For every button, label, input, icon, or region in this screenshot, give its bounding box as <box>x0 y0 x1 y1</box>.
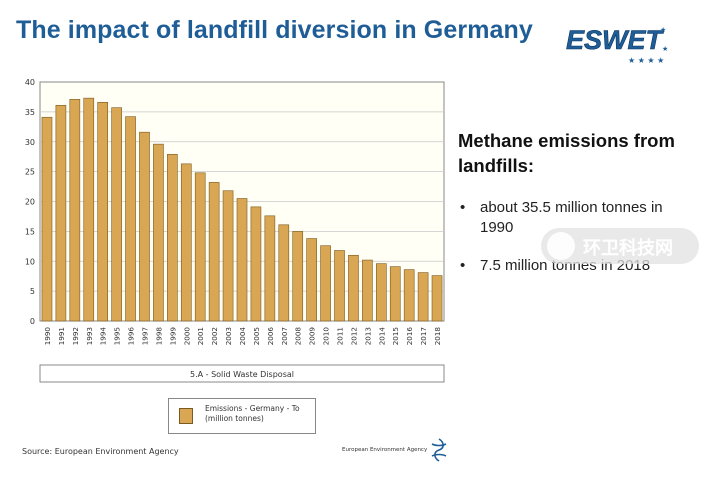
x-tick-label: 2005 <box>252 327 261 345</box>
bullet-icon: • <box>460 257 466 274</box>
y-tick-label: 15 <box>25 227 35 236</box>
summary-item: • about 35.5 million tonnes in 1990 <box>458 198 698 238</box>
x-tick-label: 1997 <box>140 327 149 345</box>
bar <box>264 215 276 322</box>
bar <box>125 116 136 322</box>
x-tick-label: 2015 <box>391 327 400 345</box>
bar <box>320 245 331 322</box>
x-tick-label: 2017 <box>419 327 428 345</box>
watermark: 环卫科技网 <box>541 228 699 264</box>
bullet-icon: • <box>460 199 466 216</box>
bar <box>348 254 359 322</box>
y-tick-label: 10 <box>25 257 35 266</box>
bar <box>97 102 109 322</box>
x-tick-label: 2009 <box>308 327 317 346</box>
bar <box>375 263 387 322</box>
bar <box>278 224 290 322</box>
svg-text:★: ★ <box>660 26 666 34</box>
x-tick-label: 2014 <box>377 327 386 346</box>
x-tick-label: 2010 <box>322 327 331 346</box>
svg-text:★: ★ <box>662 45 668 53</box>
x-tick-label: 2012 <box>349 327 358 345</box>
bar <box>180 163 192 322</box>
x-tick-label: 1994 <box>99 327 108 346</box>
page-title: The impact of landfill diversion in Germ… <box>16 16 533 44</box>
bar <box>83 97 95 322</box>
bar <box>41 116 53 322</box>
y-axis-ticks: 0 5 10 15 20 25 30 35 40 <box>25 78 35 326</box>
watermark-text: 环卫科技网 <box>583 238 673 259</box>
bar <box>69 99 81 322</box>
y-tick-label: 30 <box>25 138 35 147</box>
bar <box>236 198 248 322</box>
bar <box>55 105 67 322</box>
legend-swatch <box>179 408 193 424</box>
bar <box>306 238 317 322</box>
x-tick-label: 2018 <box>433 327 442 346</box>
x-tick-label: 2011 <box>336 327 345 345</box>
x-tick-label: 1995 <box>113 327 122 345</box>
bar <box>250 206 262 322</box>
bar <box>194 172 206 322</box>
x-tick-label: 1993 <box>85 327 94 345</box>
bar <box>403 269 415 322</box>
category-label-box <box>39 364 445 383</box>
source-note: Source: European Environment Agency <box>22 447 179 456</box>
bar <box>153 143 164 322</box>
eea-logo: European Environment Agency <box>342 436 452 466</box>
x-tick-label: 2013 <box>363 327 372 345</box>
bar <box>417 272 429 322</box>
x-tick-label: 2000 <box>182 327 191 346</box>
x-tick-label: 2001 <box>196 327 205 345</box>
bar <box>167 153 178 322</box>
x-axis-ticks: 1990 1991 1992 1993 1994 1995 1996 1997 1998 1999… <box>43 327 442 346</box>
x-tick-label: 2016 <box>405 327 414 346</box>
bar <box>334 250 345 322</box>
bar <box>139 131 150 322</box>
x-tick-label: 1999 <box>168 327 177 346</box>
y-tick-label: 5 <box>30 287 35 296</box>
summary-item-text: about 35.5 million tonnes in 1990 <box>480 199 663 236</box>
x-tick-label: 1992 <box>71 327 80 345</box>
chart-area: 0 5 10 15 20 25 30 35 40 1990 1991 1992 1993 1994 199… <box>0 70 460 400</box>
bars <box>41 97 443 322</box>
y-tick-label: 0 <box>30 317 35 326</box>
x-tick-label: 1991 <box>57 327 66 345</box>
x-tick-label: 2007 <box>280 327 289 345</box>
bar <box>362 259 373 322</box>
watermark-logo-icon <box>547 232 575 260</box>
bar <box>111 107 122 322</box>
x-tick-label: 2006 <box>266 327 275 346</box>
summary-list: • about 35.5 million tonnes in 1990 • 7.… <box>458 198 698 276</box>
svg-text:★ ★ ★ ★: ★ ★ ★ ★ <box>628 56 664 65</box>
summary-panel: Methane emissions from landfills: • abou… <box>458 128 698 294</box>
category-group-label: 5.A - Solid Waste Disposal <box>190 370 294 379</box>
eea-mark-icon <box>431 438 447 462</box>
bar <box>222 190 234 322</box>
x-tick-label: 2008 <box>294 327 303 346</box>
bar <box>431 275 443 322</box>
x-tick-label: 2004 <box>238 327 247 346</box>
chart-legend: Emissions - Germany - To (million tonnes… <box>168 398 316 434</box>
eswet-logo: ESWET ★ ★ ★ ★ ★ ★ <box>566 25 669 65</box>
x-tick-label: 2002 <box>210 327 219 345</box>
x-tick-label: 1996 <box>127 327 136 346</box>
bar <box>208 182 220 322</box>
x-tick-label: 1998 <box>154 327 163 346</box>
eea-logo-text: European Environment Agency <box>342 447 428 453</box>
bar <box>389 266 401 322</box>
y-tick-label: 35 <box>25 108 35 117</box>
y-tick-label: 25 <box>25 168 35 177</box>
y-tick-label: 20 <box>25 198 35 207</box>
legend-label: Emissions - Germany - To (million tonnes… <box>205 404 300 423</box>
x-tick-label: 2003 <box>224 327 233 345</box>
x-tick-label: 1990 <box>43 327 52 346</box>
y-tick-label: 40 <box>25 78 35 87</box>
summary-heading: Methane emissions from landfills: <box>458 130 675 176</box>
logo-text: ESWET <box>566 25 665 55</box>
bar <box>292 231 304 322</box>
